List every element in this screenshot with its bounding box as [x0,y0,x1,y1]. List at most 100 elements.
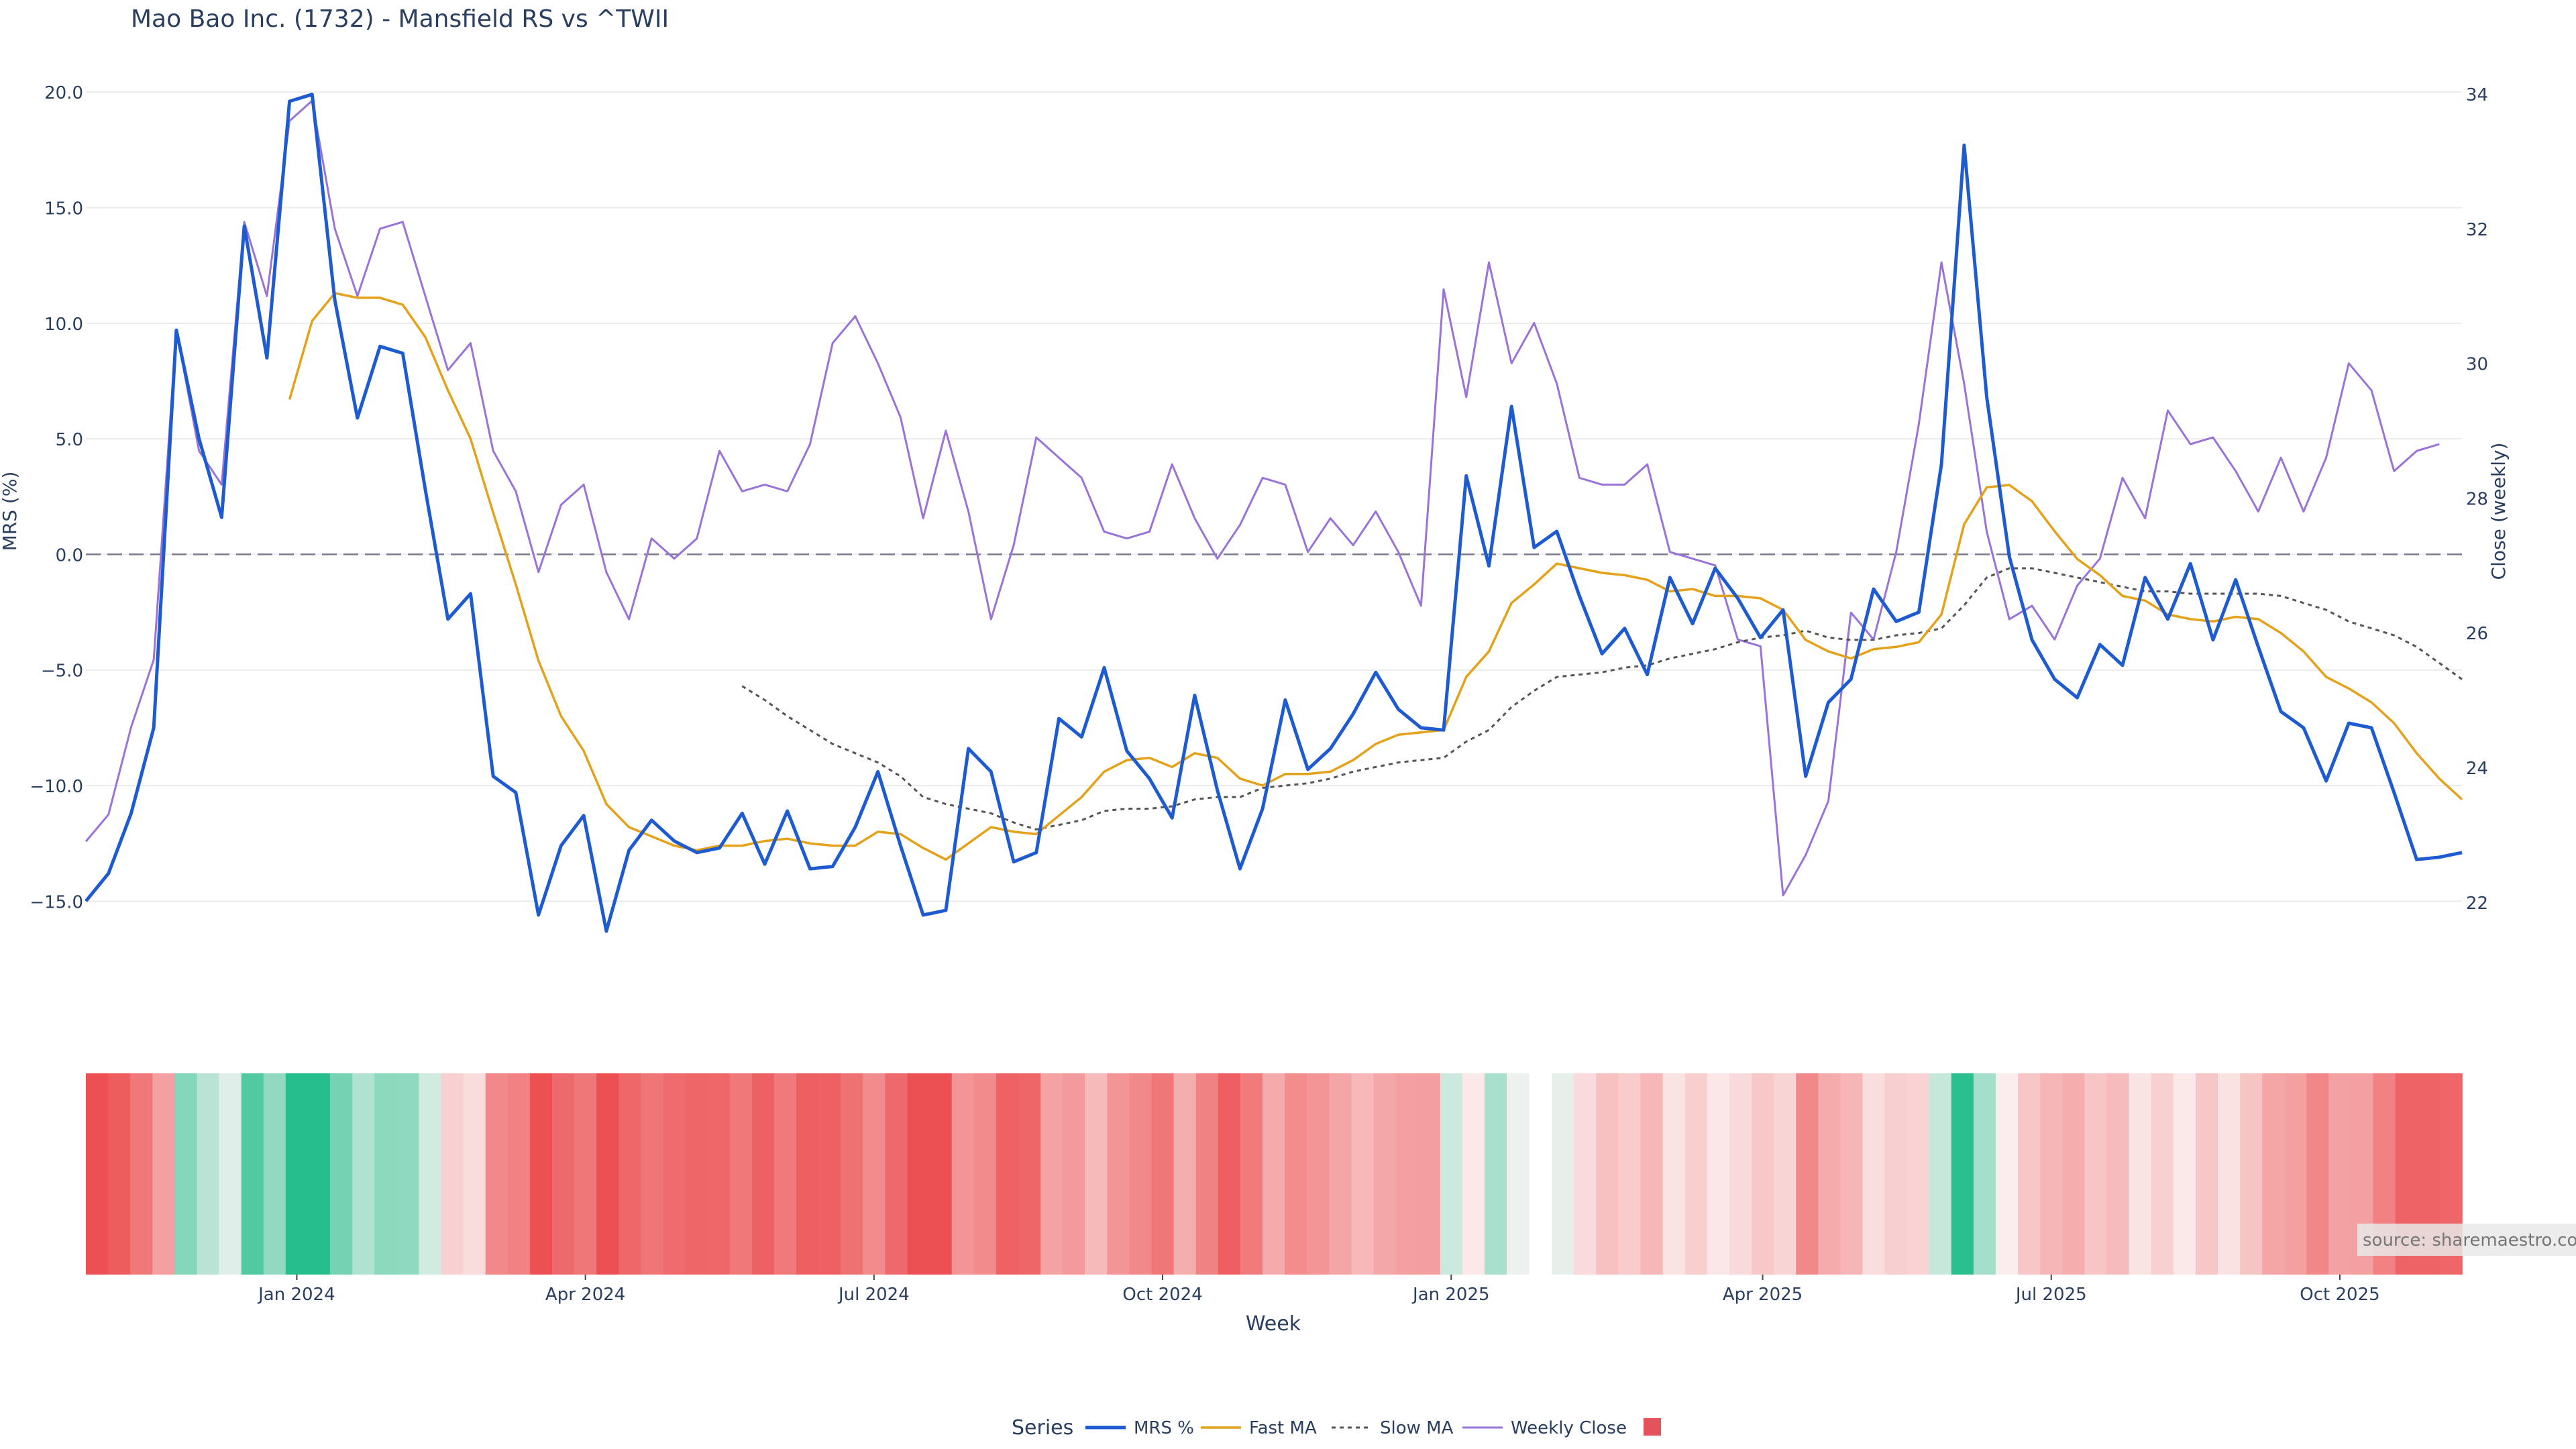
heatmap-cell [1218,1073,1241,1275]
heatmap-cell [2195,1073,2218,1275]
heatmap-cell [1484,1073,1507,1275]
chart-title: Mao Bao Inc. (1732) - Mansfield RS vs ^T… [131,5,669,33]
legend-label: Fast MA [1249,1418,1317,1438]
heatmap-cell [1018,1073,1041,1275]
legend-label: Slow MA [1380,1418,1454,1438]
heatmap-cell [1973,1073,1996,1275]
heatmap-cell [796,1073,819,1275]
heatmap-cell [885,1073,908,1275]
heatmap-cell [907,1073,930,1275]
heatmap-cell [2106,1073,2130,1275]
heatmap-cell [1951,1073,1974,1275]
heatmap-cell [2062,1073,2086,1275]
heatmap-cell [2173,1073,2196,1275]
y-tick-label-left: 5.0 [56,430,83,450]
heatmap-cell [973,1073,997,1275]
heatmap-cell [707,1073,731,1275]
heatmap-cell [419,1073,442,1275]
y-tick-label-right: 34 [2466,85,2488,105]
heatmap-cell [1285,1073,1307,1275]
legend-heatmap-swatch [1644,1418,1661,1436]
heatmap-cell [1596,1073,1619,1275]
heatmap-cell [773,1073,797,1275]
x-axis: Jan 2024 Apr 2024 Jul 2024 Oct 2024 Jan 2025… [257,1275,2380,1305]
heatmap-cell [996,1073,1019,1275]
y-tick-label-left: −10.0 [30,777,83,797]
heatmap-cell [951,1073,975,1275]
heatmap-cell [241,1073,264,1275]
heatmap-cell [197,1073,220,1275]
heatmap-cell [485,1073,508,1275]
heatmap-cell [1907,1073,1930,1275]
y-tick-label-left: 20.0 [44,83,83,103]
y-tick-label-right: 24 [2466,759,2488,779]
heatmap-cell [330,1073,353,1275]
heatmap-cell [2129,1073,2152,1275]
heatmap-cell [841,1073,864,1275]
heatmap-cell [152,1073,176,1275]
y-tick-label-left: 0.0 [56,545,83,566]
left-axis: −15.0 −10.0 −5.0 0.0 5.0 10.0 15.0 20.0 [30,83,83,912]
y-axis-label-right: Close (weekly) [2487,443,2510,580]
heatmap-cell [1662,1073,1686,1275]
series-line-mrs [85,93,2463,933]
heatmap-cell [307,1073,331,1275]
y-axis-label-left: MRS (%) [0,472,21,551]
heatmap-cell [619,1073,642,1275]
y-tick-label-right: 32 [2466,220,2488,240]
heatmap-cell [929,1073,953,1275]
x-tick-label: Jan 2025 [1411,1285,1490,1305]
source-annotation-box [2357,1224,2576,1256]
heatmap-cell [2151,1073,2174,1275]
heatmap-cell [1818,1073,1841,1275]
heatmap-cell [1640,1073,1664,1275]
heatmap-cell [1040,1073,1063,1275]
heatmap-cell [1862,1073,1886,1275]
heatmap-cell [1462,1073,1485,1275]
legend: Series MRS % Fast MA Slow MA Weekly Close [1012,1416,1661,1440]
legend-label: MRS % [1134,1418,1194,1438]
heatmap-cell [219,1073,242,1275]
heatmap-cell [729,1073,753,1275]
heatmap-cell [1195,1073,1219,1275]
heatmap-cell [1729,1073,1752,1275]
heatmap-cell [263,1073,286,1275]
heatmap-cell [2306,1073,2330,1275]
x-tick-label: Jul 2024 [837,1285,910,1305]
series-line-fast-ma [288,292,2463,861]
heatmap-cell [1351,1073,1375,1275]
series-line-slow-ma [741,567,2463,830]
y-tick-label-left: 10.0 [44,315,83,335]
heatmap-cell [1063,1073,1086,1275]
x-tick-label: Oct 2024 [1122,1285,1202,1305]
heatmap-cell [1263,1073,1285,1275]
mrs-heatmap-strip [86,1073,2463,1275]
heatmap-cell [1085,1073,1108,1275]
heatmap-cell [1373,1073,1397,1275]
right-axis: 22 24 26 28 30 32 34 [2466,85,2488,914]
x-tick-label: Oct 2025 [2300,1285,2379,1305]
heatmap-cell [1440,1073,1463,1275]
heatmap-cell [1996,1073,2019,1275]
heatmap-cell [507,1073,531,1275]
heatmap-cell [1395,1073,1419,1275]
heatmap-cell [2084,1073,2108,1275]
heatmap-cell [863,1073,886,1275]
heatmap-cell [1929,1073,1952,1275]
heatmap-cell [285,1073,309,1275]
heatmap-cell [352,1073,375,1275]
heatmap-cell [463,1073,486,1275]
heatmap-cell [574,1073,597,1275]
heatmap-cell [529,1073,553,1275]
x-tick-label: Apr 2025 [1723,1285,1803,1305]
heatmap-cell [108,1073,131,1275]
source-annotation-text: source: sharemaestro.com [2363,1230,2576,1250]
y-tick-label-right: 26 [2466,624,2488,644]
series-layer [85,93,2463,933]
heatmap-cell [374,1073,398,1275]
heatmap-cell [1151,1073,1175,1275]
source-annotation: source: sharemaestro.com [2357,1224,2576,1256]
heatmap-cell [1173,1073,1197,1275]
heatmap-cell [1774,1073,1796,1275]
